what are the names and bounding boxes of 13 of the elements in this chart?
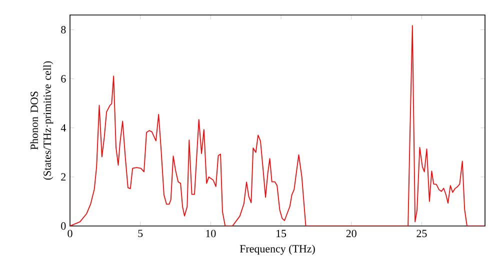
y-tick-label: 0 — [61, 222, 66, 230]
y-tick-label: 6 — [61, 75, 66, 82]
y-tick-label: 8 — [61, 26, 66, 34]
x-tick-label: 0 — [68, 230, 72, 238]
y-tick-label: 2 — [61, 173, 66, 181]
x-tick-label: 25 — [416, 230, 427, 238]
x-tick-label: 10 — [206, 230, 216, 238]
x-tick-label: 20 — [346, 230, 356, 238]
x-tick-label: 5 — [138, 230, 143, 238]
y-tick-label: 4 — [60, 124, 66, 132]
x-axis-title: Frequency (THz) — [240, 244, 315, 255]
y-axis-title: Phonon DOS (States/THz·primitive cell) — [30, 61, 54, 180]
x-tick-label: 15 — [276, 230, 286, 238]
